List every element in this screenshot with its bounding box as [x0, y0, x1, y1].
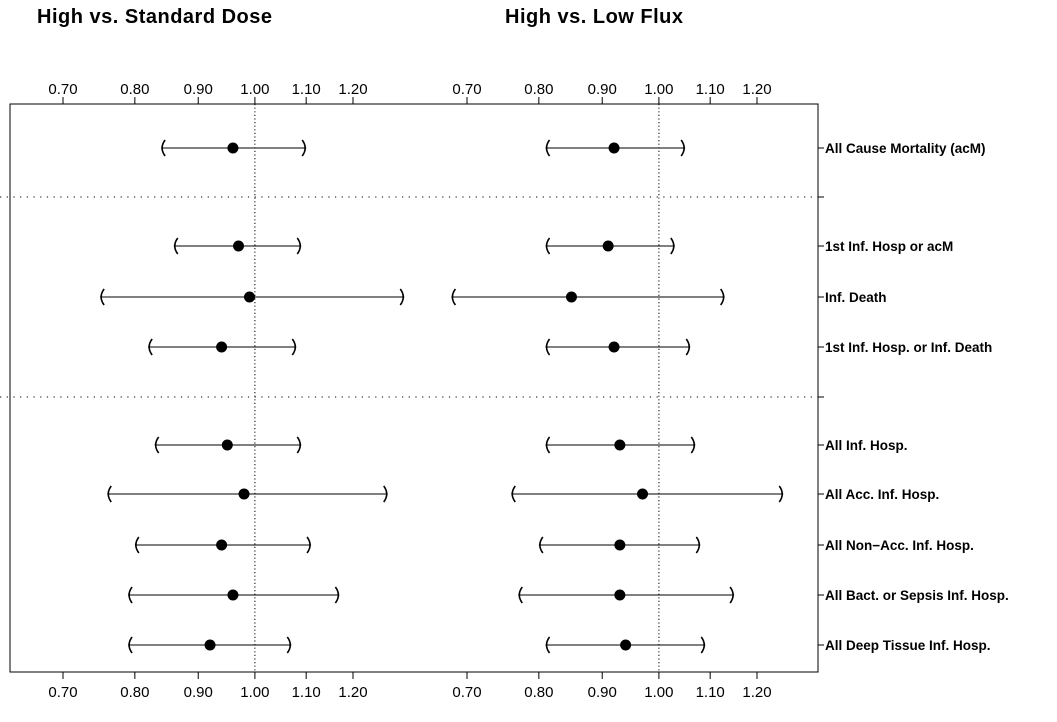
outcome-label: All Non−Acc. Inf. Hosp.: [825, 538, 974, 553]
ci-upper-bracket: [778, 485, 784, 503]
point-estimate: [227, 589, 239, 601]
ci-upper-bracket: [383, 485, 388, 503]
ci-lower-bracket: [451, 288, 457, 306]
ci-lower-bracket: [539, 536, 544, 554]
x-tick-label-bottom: 0.70: [452, 684, 481, 701]
x-tick-label-bottom: 1.20: [742, 684, 771, 701]
x-tick-label-bottom: 1.00: [644, 684, 673, 701]
x-tick-label-top: 0.70: [48, 81, 77, 98]
outcome-label: All Inf. Hosp.: [825, 438, 908, 453]
point-estimate: [238, 488, 250, 500]
ci-upper-bracket: [685, 338, 691, 356]
outcome-label: All Cause Mortality (acM): [825, 141, 986, 156]
point-estimate: [637, 488, 649, 500]
point-estimate: [216, 539, 228, 551]
point-estimate: [602, 240, 614, 252]
point-estimate: [221, 439, 233, 451]
x-tick-label-top: 1.00: [644, 81, 673, 98]
ci-upper-bracket: [729, 586, 734, 604]
ci-lower-bracket: [107, 485, 112, 503]
x-tick-label-bottom: 1.20: [338, 684, 367, 701]
ci-lower-bracket: [148, 338, 153, 356]
ci-upper-bracket: [700, 636, 706, 654]
ci-lower-bracket: [135, 536, 140, 554]
ci-upper-bracket: [680, 139, 685, 157]
point-estimate: [243, 291, 255, 303]
x-tick-label-bottom: 0.80: [120, 684, 149, 701]
ci-upper-bracket: [334, 586, 340, 604]
outcome-label: Inf. Death: [825, 290, 887, 305]
ci-upper-bracket: [399, 288, 405, 306]
left-panel-title: High vs. Standard Dose: [37, 6, 273, 28]
outcome-label: 1st Inf. Hosp or acM: [825, 239, 953, 254]
x-tick-label-bottom: 1.00: [240, 684, 269, 701]
x-tick-label-top: 1.20: [338, 81, 367, 98]
outcome-label: All Deep Tissue Inf. Hosp.: [825, 638, 991, 653]
x-tick-label-top: 0.80: [120, 81, 149, 98]
point-estimate: [227, 142, 239, 154]
ci-lower-bracket: [545, 338, 551, 356]
x-tick-label-top: 1.00: [240, 81, 269, 98]
ci-upper-bracket: [296, 436, 302, 454]
ci-lower-bracket: [173, 237, 179, 255]
x-tick-label-bottom: 0.80: [524, 684, 553, 701]
x-tick-label-bottom: 1.10: [292, 684, 321, 701]
ci-upper-bracket: [291, 338, 297, 356]
point-estimate: [614, 539, 626, 551]
ci-upper-bracket: [690, 436, 696, 454]
x-tick-label-bottom: 0.90: [184, 684, 213, 701]
outcome-label: 1st Inf. Hosp. or Inf. Death: [825, 340, 992, 355]
point-estimate: [608, 142, 620, 154]
point-estimate: [608, 341, 620, 353]
ci-lower-bracket: [161, 139, 166, 157]
ci-upper-bracket: [695, 536, 701, 554]
point-estimate: [204, 639, 216, 651]
point-estimate: [614, 589, 626, 601]
x-tick-label-top: 0.80: [524, 81, 553, 98]
ci-upper-bracket: [286, 636, 292, 654]
point-estimate: [233, 240, 245, 252]
x-tick-label-top: 1.20: [742, 81, 771, 98]
ci-upper-bracket: [296, 237, 302, 255]
point-estimate: [614, 439, 626, 451]
outcome-label: All Acc. Inf. Hosp.: [825, 487, 939, 502]
ci-upper-bracket: [306, 536, 311, 554]
outcome-label: All Bact. or Sepsis Inf. Hosp.: [825, 588, 1009, 603]
x-tick-label-bottom: 0.90: [588, 684, 617, 701]
ci-lower-bracket: [154, 436, 160, 454]
right-panel-title: High vs. Low Flux: [505, 6, 684, 28]
x-tick-label-bottom: 1.10: [696, 684, 725, 701]
x-tick-label-bottom: 0.70: [48, 684, 77, 701]
ci-lower-bracket: [128, 636, 133, 654]
point-estimate: [565, 291, 577, 303]
ci-lower-bracket: [518, 586, 523, 604]
ci-upper-bracket: [670, 237, 675, 255]
x-tick-label-top: 0.70: [452, 81, 481, 98]
ci-lower-bracket: [545, 237, 551, 255]
point-estimate: [620, 639, 632, 651]
x-tick-label-top: 0.90: [588, 81, 617, 98]
plot-frame: [9, 103, 819, 673]
ci-lower-bracket: [128, 586, 133, 604]
ci-upper-bracket: [301, 139, 306, 157]
point-estimate: [216, 341, 228, 353]
ci-lower-bracket: [545, 139, 551, 157]
x-tick-label-top: 1.10: [696, 81, 725, 98]
ci-upper-bracket: [720, 288, 725, 306]
x-tick-label-top: 0.90: [184, 81, 213, 98]
x-tick-label-top: 1.10: [292, 81, 321, 98]
ci-lower-bracket: [545, 636, 551, 654]
ci-lower-bracket: [511, 485, 516, 503]
ci-lower-bracket: [545, 436, 551, 454]
ci-lower-bracket: [100, 288, 105, 306]
